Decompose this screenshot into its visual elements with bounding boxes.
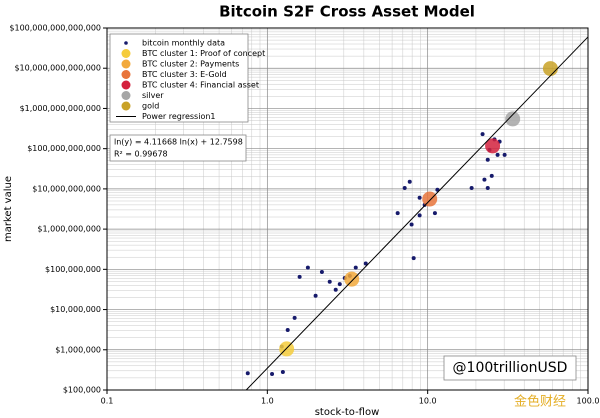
data-point <box>432 211 437 216</box>
grid <box>103 27 589 394</box>
plot-area <box>245 36 588 390</box>
y-tick-label: $100,000,000,000,000 <box>9 24 101 33</box>
x-tick-label: 1.0 <box>261 397 274 406</box>
equation-box <box>109 134 247 162</box>
legend-swatch <box>121 49 131 58</box>
data-point <box>485 157 490 162</box>
legend-label: bitcoin monthly data <box>142 39 225 48</box>
data-point <box>469 186 474 191</box>
x-axis-label: stock-to-flow <box>315 407 380 418</box>
y-tick-label: $10,000,000 <box>50 305 101 314</box>
x-tick-label: 0.1 <box>101 397 114 406</box>
data-point <box>280 370 285 375</box>
data-point <box>270 371 275 376</box>
x-tick-label: 100.0 <box>577 397 600 406</box>
y-tick-label: $100,000 <box>63 386 101 395</box>
data-point <box>409 222 414 227</box>
data-point <box>245 371 250 376</box>
data-point <box>402 186 407 191</box>
data-point <box>417 213 422 218</box>
data-point <box>480 132 485 137</box>
legend-label: silver <box>142 91 164 100</box>
legend-swatch <box>124 41 128 45</box>
legend-label: Power regression1 <box>142 112 216 121</box>
regression-line <box>245 36 588 390</box>
data-point <box>489 173 494 178</box>
data-point <box>363 261 368 266</box>
data-point <box>411 256 416 261</box>
legend-label: BTC cluster 2: Payments <box>142 60 239 69</box>
cluster-point <box>344 271 360 287</box>
source-mark: 金色财经 <box>514 394 566 410</box>
legend-swatch <box>121 91 131 100</box>
data-point <box>417 195 422 200</box>
data-point <box>495 152 500 157</box>
plot-frame <box>106 27 589 391</box>
cluster-point <box>422 191 438 207</box>
data-point <box>485 186 490 191</box>
data-point <box>395 211 400 216</box>
legend-label: gold <box>142 102 159 111</box>
data-point <box>337 282 342 287</box>
legend-label: BTC cluster 4: Financial asset <box>142 81 259 90</box>
cluster-point <box>542 61 558 77</box>
legend-swatch <box>121 80 131 90</box>
data-point <box>407 179 412 184</box>
y-tick-label: $100,000,000,000 <box>27 144 101 153</box>
cluster-point <box>505 111 521 127</box>
data-point <box>502 152 507 157</box>
data-point <box>297 274 302 279</box>
legend-swatch <box>121 101 131 111</box>
equation: ln(y) = 4.11668 ln(x) + 12.7598 <box>114 138 243 147</box>
y-tick-label: $1,000,000,000,000 <box>20 104 101 113</box>
y-axis-label: market value <box>3 176 14 242</box>
y-tick-label: $10,000,000,000,000 <box>14 64 101 73</box>
x-tick-label: 10.0 <box>419 397 437 406</box>
y-tick-label: $1,000,000 <box>55 345 101 354</box>
data-point <box>305 265 310 270</box>
y-tick-label: $10,000,000,000 <box>32 184 101 193</box>
data-point <box>285 328 290 333</box>
y-tick-label: $100,000,000 <box>45 265 101 274</box>
r-squared: R² = 0.99678 <box>114 150 168 159</box>
data-point <box>353 265 358 270</box>
watermark: @100trillionUSD <box>453 360 568 376</box>
chart-title: Bitcoin S2F Cross Asset Model <box>219 3 475 21</box>
watermark-box <box>443 355 577 381</box>
legend-label: BTC cluster 1: Proof of concept <box>142 49 265 58</box>
legend-box <box>109 33 249 123</box>
cluster-point <box>485 138 501 154</box>
data-point <box>333 287 338 292</box>
data-point <box>292 315 297 320</box>
legend-swatch <box>121 70 131 79</box>
data-point <box>313 293 318 298</box>
legend-label: BTC cluster 3: E-Gold <box>142 70 227 79</box>
legend-swatch <box>121 59 131 69</box>
data-point <box>319 269 324 274</box>
data-point <box>327 279 332 284</box>
data-point <box>482 177 487 182</box>
y-tick-label: $1,000,000,000 <box>37 225 101 234</box>
